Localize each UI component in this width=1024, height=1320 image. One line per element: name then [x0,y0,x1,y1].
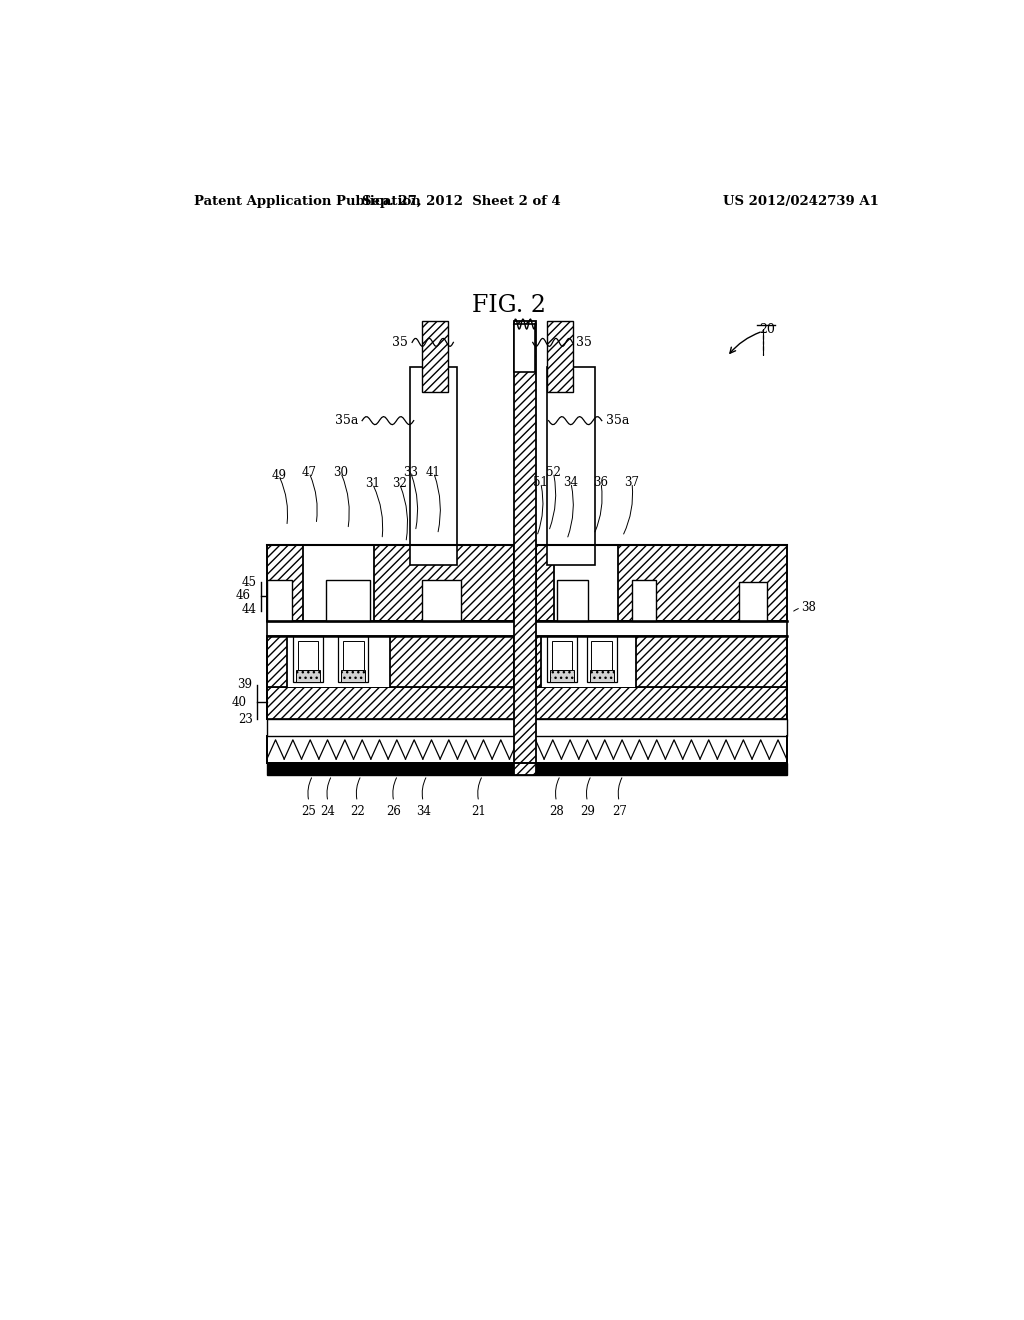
Text: 44: 44 [242,603,257,616]
Bar [587,636,616,682]
Text: 27: 27 [611,805,627,818]
Text: 34: 34 [563,477,579,490]
Text: 37: 37 [625,477,639,490]
Bar [422,581,461,620]
Bar [267,581,292,620]
Text: Patent Application Publication: Patent Application Publication [194,194,421,207]
Text: 47: 47 [301,466,316,479]
Bar [267,763,786,775]
Bar [287,636,390,686]
Bar [422,321,447,392]
Bar [267,636,786,686]
Text: 35: 35 [577,335,592,348]
Text: 20: 20 [759,322,775,335]
Bar [303,545,374,620]
Text: 51: 51 [534,477,548,490]
Text: 32: 32 [392,477,407,490]
Text: 36: 36 [594,477,608,490]
Text: 22: 22 [350,805,365,818]
Bar [338,636,369,682]
Bar [547,321,573,392]
Bar [547,367,595,565]
Text: 28: 28 [549,805,564,818]
Bar [267,545,786,620]
Text: 24: 24 [321,805,336,818]
Text: 30: 30 [333,466,348,479]
Text: 39: 39 [238,678,253,692]
Text: 29: 29 [580,805,595,818]
Text: 25: 25 [301,805,316,818]
Bar [541,636,636,686]
Bar [554,545,617,620]
Bar [341,669,366,682]
Bar [557,581,589,620]
Bar [550,669,574,682]
Text: 31: 31 [365,477,380,490]
Text: 33: 33 [403,466,418,479]
Text: FIG. 2: FIG. 2 [472,294,546,317]
Bar [514,636,536,686]
Bar [296,669,321,682]
Text: 49: 49 [271,469,287,482]
Bar [514,325,536,372]
Bar [267,620,786,636]
Text: 26: 26 [386,805,401,818]
Bar [267,686,786,719]
Text: 34: 34 [416,805,431,818]
Bar [547,636,578,682]
Text: 35a: 35a [335,414,358,428]
Text: 40: 40 [232,696,247,709]
Bar [267,719,786,735]
Text: 21: 21 [471,805,486,818]
Bar [516,642,521,686]
Bar [590,669,613,682]
Bar [739,582,767,620]
Text: 46: 46 [236,589,251,602]
Bar [410,367,458,565]
Bar [298,642,318,669]
Text: US 2012/0242739 A1: US 2012/0242739 A1 [723,194,879,207]
Bar [514,540,536,620]
Bar [327,581,370,620]
Text: 38: 38 [801,601,816,614]
Bar [552,642,572,669]
Bar [514,321,536,775]
Bar [267,735,786,763]
Bar [293,636,324,682]
Text: 35: 35 [392,335,409,348]
Text: 41: 41 [426,466,441,479]
Text: 52: 52 [546,466,561,479]
Bar [632,581,655,620]
Text: 23: 23 [238,713,253,726]
Text: 45: 45 [242,576,257,589]
Text: 35a: 35a [606,414,629,428]
Text: Sep. 27, 2012  Sheet 2 of 4: Sep. 27, 2012 Sheet 2 of 4 [361,194,561,207]
Bar [343,642,364,669]
Bar [592,642,612,669]
